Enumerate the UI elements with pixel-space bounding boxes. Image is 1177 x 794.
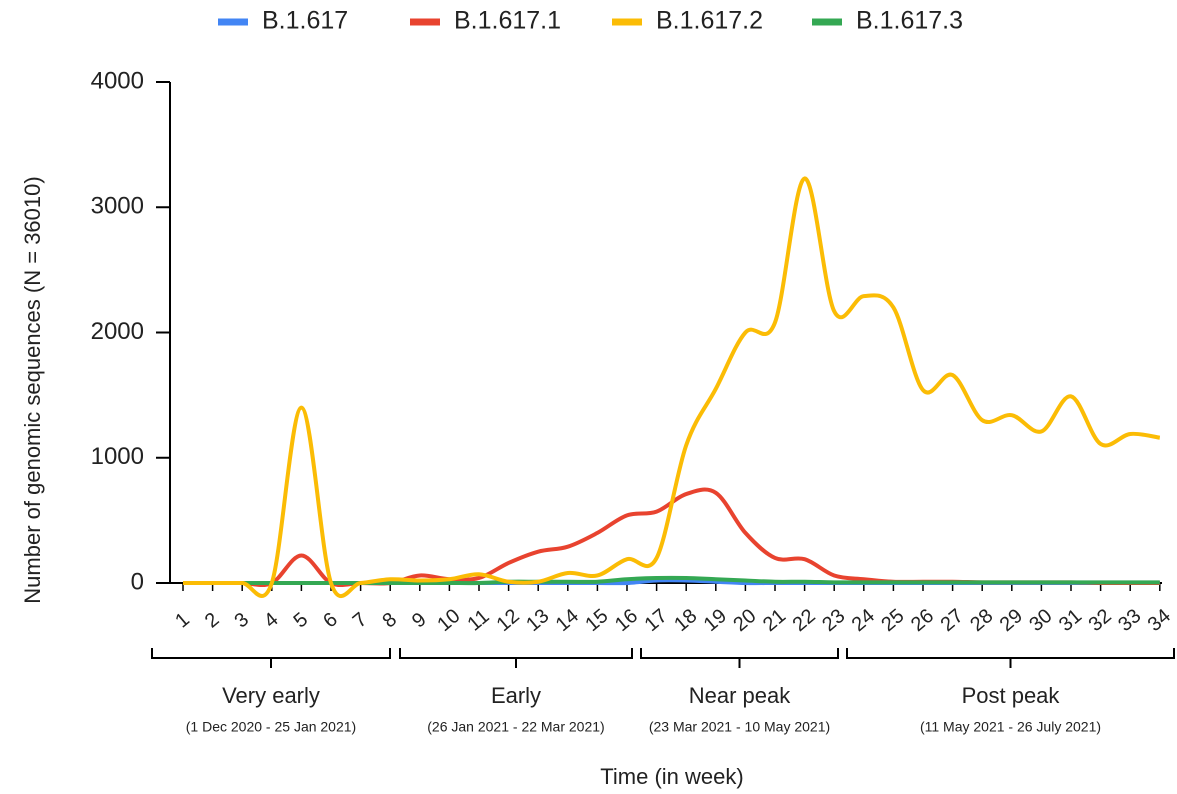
x-tick-label: 32 [1085, 605, 1116, 636]
x-tick-label: 9 [408, 608, 431, 632]
x-tick-label: 4 [260, 608, 283, 632]
x-tick-label: 5 [290, 608, 313, 632]
y-tick-label: 4000 [91, 67, 144, 94]
bracket [151, 648, 391, 668]
x-tick-label: 28 [966, 605, 997, 636]
group-period: (1 Dec 2020 - 25 Jan 2021) [186, 719, 356, 735]
x-tick-label: 15 [581, 605, 612, 636]
x-tick-label: 11 [464, 605, 494, 635]
x-tick-label: 10 [433, 605, 464, 636]
x-tick-label: 22 [789, 605, 820, 636]
x-tick-label: 21 [759, 605, 790, 636]
x-tick-label: 6 [319, 608, 342, 632]
x-tick-label: 33 [1114, 605, 1145, 636]
y-tick-label: 0 [131, 568, 144, 595]
bracket [640, 648, 839, 668]
x-tick-label: 12 [493, 605, 524, 636]
y-tick-label: 2000 [91, 318, 144, 345]
group-label: Post peak [962, 683, 1061, 708]
x-tick-label: 25 [877, 605, 908, 636]
legend-label: B.1.617.2 [656, 7, 763, 35]
series-line [183, 575, 1160, 586]
bracket [399, 648, 633, 668]
x-tick-label: 18 [670, 605, 701, 636]
x-tick-label: 31 [1055, 605, 1086, 636]
bracket [846, 648, 1175, 668]
legend-label: B.1.617 [262, 7, 348, 35]
legend-label: B.1.617.3 [856, 7, 963, 35]
y-axis-label: Number of genomic sequences (N = 36010) [20, 176, 45, 603]
x-tick-label: 20 [729, 605, 760, 636]
x-tick-label: 16 [611, 605, 642, 636]
x-tick-label: 7 [349, 608, 372, 632]
group-period: (26 Jan 2021 - 22 Mar 2021) [427, 719, 604, 735]
x-tick-label: 17 [641, 605, 672, 636]
x-tick-label: 26 [907, 605, 938, 636]
x-tick-label: 13 [522, 605, 553, 636]
group-label: Near peak [689, 683, 792, 708]
x-tick-label: 14 [552, 605, 583, 636]
x-tick-label: 3 [230, 608, 253, 632]
x-tick-label: 8 [378, 608, 401, 632]
x-tick-label: 19 [700, 605, 731, 636]
x-tick-label: 2 [201, 608, 224, 632]
x-tick-label: 34 [1144, 605, 1175, 636]
x-axis-label: Time (in week) [600, 764, 743, 789]
x-tick-label: 27 [937, 605, 968, 636]
x-tick-label: 24 [848, 605, 879, 636]
legend-label: B.1.617.1 [454, 7, 561, 35]
x-tick-label: 23 [818, 605, 849, 636]
group-label: Early [491, 683, 541, 708]
group-label: Very early [222, 683, 320, 708]
group-period: (23 Mar 2021 - 10 May 2021) [649, 719, 830, 735]
group-period: (11 May 2021 - 26 July 2021) [920, 719, 1101, 735]
y-tick-label: 1000 [91, 443, 144, 470]
x-tick-label: 30 [1025, 605, 1056, 636]
x-tick-label: 1 [171, 608, 194, 632]
y-tick-label: 3000 [91, 193, 144, 220]
series-line [183, 176, 1161, 599]
x-tick-label: 29 [996, 605, 1027, 636]
